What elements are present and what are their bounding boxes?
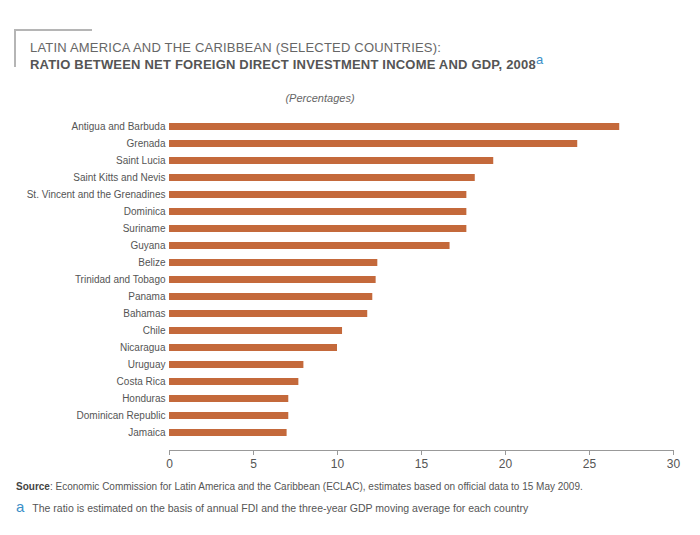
svg-text:Uruguay: Uruguay xyxy=(128,359,166,370)
svg-text:Suriname: Suriname xyxy=(123,223,166,234)
svg-text:0: 0 xyxy=(166,457,173,471)
svg-text:20: 20 xyxy=(499,457,513,471)
svg-text:Saint Lucia: Saint Lucia xyxy=(116,155,166,166)
svg-text:Antigua and Barbuda: Antigua and Barbuda xyxy=(72,121,166,132)
svg-text:Dominican Republic: Dominican Republic xyxy=(77,410,166,421)
svg-text:Honduras: Honduras xyxy=(122,393,165,404)
html-text:a: a xyxy=(16,498,25,515)
svg-text:Bahamas: Bahamas xyxy=(123,308,165,319)
svg-text:30: 30 xyxy=(667,457,681,471)
svg-text:Trinidad and Tobago: Trinidad and Tobago xyxy=(75,274,166,285)
svg-text:Chile: Chile xyxy=(143,325,166,336)
html-text:RATIO BETWEEN NET FOREIGN DIRE: RATIO BETWEEN NET FOREIGN DIRECT INVESTM… xyxy=(30,52,544,72)
svg-text:Belize: Belize xyxy=(138,257,166,268)
svg-text:25: 25 xyxy=(583,457,597,471)
svg-text:5: 5 xyxy=(250,457,257,471)
html-text:Source: Economic Commission fo: Source: Economic Commission for Latin Am… xyxy=(16,481,583,492)
svg-text:Guyana: Guyana xyxy=(130,240,165,251)
svg-text:Panama: Panama xyxy=(128,291,166,302)
svg-text:Jamaica: Jamaica xyxy=(128,427,166,438)
svg-text:10: 10 xyxy=(331,457,345,471)
svg-text:Saint Kitts and Nevis: Saint Kitts and Nevis xyxy=(73,172,165,183)
html-text:(Percentages): (Percentages) xyxy=(285,92,355,104)
svg-text:Nicaragua: Nicaragua xyxy=(120,342,166,353)
svg-text:St. Vincent and the Grenadines: St. Vincent and the Grenadines xyxy=(27,189,166,200)
svg-text:Costa Rica: Costa Rica xyxy=(117,376,166,387)
svg-text:Dominica: Dominica xyxy=(124,206,166,217)
html-text:LATIN AMERICA AND THE CARIBBEA: LATIN AMERICA AND THE CARIBBEAN (SELECTE… xyxy=(30,40,441,55)
svg-text:15: 15 xyxy=(415,457,429,471)
html-text:The ratio is estimated on the: The ratio is estimated on the basis of a… xyxy=(32,502,529,514)
svg-text:Grenada: Grenada xyxy=(127,138,166,149)
